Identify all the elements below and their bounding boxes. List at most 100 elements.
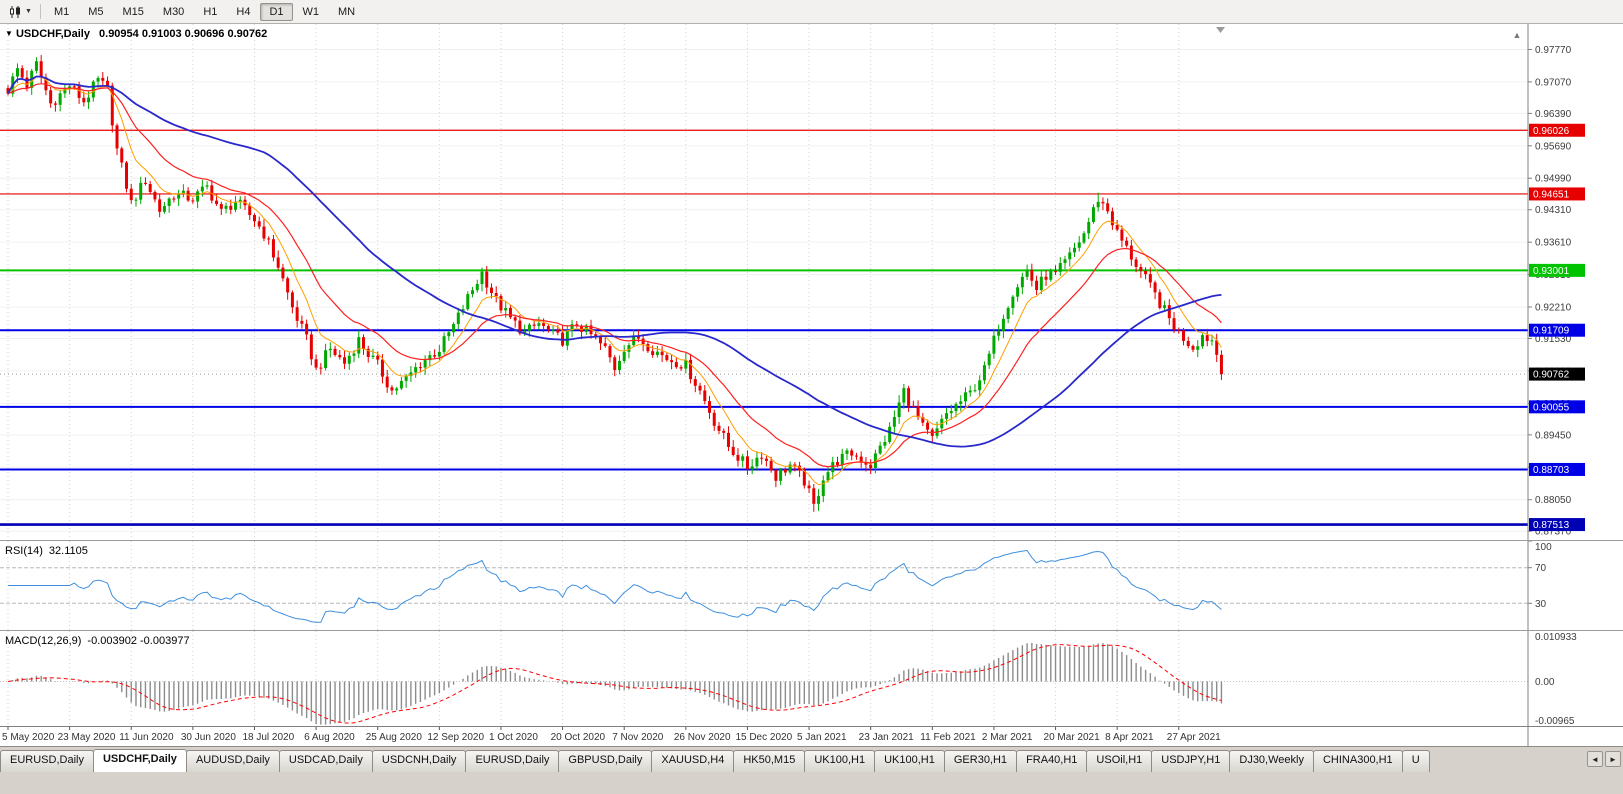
rsi-label: RSI(14) 32.1105 (5, 545, 88, 557)
timeframe-button-m30[interactable]: M30 (162, 5, 185, 18)
svg-text:23 Jan 2021: 23 Jan 2021 (859, 732, 914, 743)
timeframe-button-d1[interactable]: D1 (260, 2, 293, 21)
timeframe-button-m1[interactable]: M1 (53, 5, 70, 18)
collapse-triangle-icon[interactable]: ▼ (5, 29, 13, 38)
svg-text:20 Oct 2020: 20 Oct 2020 (551, 732, 606, 743)
pane-splitter (0, 726, 1623, 727)
svg-text:0.91530: 0.91530 (1535, 334, 1572, 345)
chart-tab-usdchf-daily[interactable]: USDCHF,Daily (92, 749, 187, 772)
chart-tab-row: EURUSD,Daily USDCHF,Daily AUDUSD,Daily USDC… (0, 748, 1583, 772)
svg-text:15 Dec 2020: 15 Dec 2020 (735, 732, 792, 743)
svg-text:0.92210: 0.92210 (1535, 303, 1572, 314)
svg-text:0.010933: 0.010933 (1535, 632, 1577, 643)
tab-scroll-right-button[interactable]: ► (1605, 751, 1621, 767)
svg-text:0.93610: 0.93610 (1535, 238, 1572, 249)
svg-text:100: 100 (1535, 542, 1552, 553)
macd-label: MACD(12,26,9) -0.003902 -0.003977 (5, 635, 190, 647)
chart-area: 0.97770 0.97070 0.96390 0.95690 0.94990 0.943… (0, 24, 1623, 746)
macd-name: MACD(12,26,9) (5, 635, 82, 647)
date-axis[interactable]: 5 May 2020 23 May 2020 11 Jun 2020 30 Jun 2… (0, 727, 1623, 746)
svg-text:0.94651: 0.94651 (1533, 189, 1570, 200)
chart-tab-usdcnh-daily[interactable]: USDCNH,Daily (371, 750, 467, 772)
svg-text:20 Mar 2021: 20 Mar 2021 (1044, 732, 1101, 743)
chart-tab-usdcad-daily[interactable]: USDCAD,Daily (278, 750, 373, 772)
chart-tab-uk100-h1[interactable]: UK100,H1 (874, 750, 945, 772)
main-price-chart[interactable]: 0.97770 0.97070 0.96390 0.95690 0.94990 0.943… (0, 24, 1623, 540)
timeframe-toolbar: ▼ M1 M5 M15 M30 H1 H4 D1 W1 MN (0, 0, 1623, 24)
svg-text:0.94990: 0.94990 (1535, 174, 1572, 185)
chart-scroll-marker-icon[interactable]: ▲ (1512, 30, 1522, 40)
chart-tab-gbpusd-daily[interactable]: GBPUSD,Daily (558, 750, 653, 772)
svg-text:0.91709: 0.91709 (1533, 326, 1570, 337)
macd-indicator-pane[interactable]: 0.010933 0.00 -0.00965 (0, 631, 1623, 726)
svg-text:2 Mar 2021: 2 Mar 2021 (982, 732, 1033, 743)
chart-tab-usoil-h1[interactable]: USOil,H1 (1086, 750, 1153, 772)
svg-text:0.87513: 0.87513 (1533, 520, 1570, 531)
svg-text:30 Jun 2020: 30 Jun 2020 (181, 732, 236, 743)
timeframe-button-m15[interactable]: M15 (122, 5, 144, 18)
svg-text:0.96026: 0.96026 (1533, 126, 1570, 137)
chart-title: ▼ USDCHF,Daily 0.90954 0.91003 0.90696 0… (5, 28, 267, 40)
svg-text:0.88050: 0.88050 (1535, 495, 1572, 506)
chart-tab-audusd-daily[interactable]: AUDUSD,Daily (185, 750, 280, 772)
svg-text:7 Nov 2020: 7 Nov 2020 (612, 732, 664, 743)
chart-tab-ger30-h1[interactable]: GER30,H1 (943, 750, 1018, 772)
pane-splitter[interactable] (0, 630, 1623, 631)
chart-type-candlestick-icon[interactable]: ▼ (4, 4, 36, 20)
svg-text:18 Jul 2020: 18 Jul 2020 (242, 732, 294, 743)
chart-tabs-bar: EURUSD,Daily USDCHF,Daily AUDUSD,Daily USDC… (0, 746, 1623, 794)
svg-text:0.94310: 0.94310 (1535, 205, 1572, 216)
chart-tab-eurusd-daily[interactable]: EURUSD,Daily (0, 750, 94, 772)
svg-text:0.90762: 0.90762 (1533, 370, 1570, 381)
chart-tab-hk50-m15[interactable]: HK50,M15 (733, 750, 806, 772)
svg-text:0.97770: 0.97770 (1535, 45, 1572, 56)
rsi-name: RSI(14) (5, 545, 43, 557)
chevron-down-icon: ▼ (25, 8, 32, 15)
chart-symbol-period: USDCHF,Daily (15, 28, 90, 40)
toolbar-separator (39, 4, 41, 19)
svg-text:23 May 2020: 23 May 2020 (58, 732, 116, 743)
chart-tab-china300-h1[interactable]: CHINA300,H1 (1312, 750, 1403, 772)
chart-tab-usdjpy-h1[interactable]: USDJPY,H1 (1151, 750, 1231, 772)
svg-text:0.93001: 0.93001 (1533, 266, 1570, 277)
chart-tab-fra40-h1[interactable]: FRA40,H1 (1016, 750, 1088, 772)
chart-tab-dj30-weekly[interactable]: DJ30,Weekly (1229, 750, 1314, 772)
pane-splitter[interactable] (0, 540, 1623, 541)
chart-ohlc-values: 0.90954 0.91003 0.90696 0.90762 (99, 28, 268, 40)
timeframe-button-h4[interactable]: H4 (236, 5, 251, 18)
rsi-value: 32.1105 (48, 545, 88, 557)
svg-text:0.97070: 0.97070 (1535, 77, 1572, 88)
tab-scroll-left-button[interactable]: ◄ (1587, 751, 1603, 767)
rsi-indicator-pane[interactable]: 100 70 30 (0, 541, 1623, 630)
chart-tab-xauusd-h4[interactable]: XAUUSD,H4 (651, 750, 735, 772)
chart-tab-u[interactable]: U (1401, 750, 1430, 772)
svg-text:26 Nov 2020: 26 Nov 2020 (674, 732, 731, 743)
timeframe-button-w1[interactable]: W1 (302, 5, 320, 18)
timeframe-button-mn[interactable]: MN (338, 5, 356, 18)
svg-text:1 Oct 2020: 1 Oct 2020 (489, 732, 538, 743)
svg-text:8 Apr 2021: 8 Apr 2021 (1105, 732, 1154, 743)
svg-text:5 Jan 2021: 5 Jan 2021 (797, 732, 847, 743)
svg-text:0.87370: 0.87370 (1535, 527, 1572, 538)
svg-text:25 Aug 2020: 25 Aug 2020 (366, 732, 423, 743)
svg-text:0.95690: 0.95690 (1535, 141, 1572, 152)
svg-text:0.88703: 0.88703 (1533, 465, 1570, 476)
svg-text:5 May 2020: 5 May 2020 (2, 732, 55, 743)
svg-text:0.96390: 0.96390 (1535, 109, 1572, 120)
tab-scroll-controls: ◄ ► (1587, 751, 1621, 767)
svg-text:70: 70 (1535, 563, 1547, 574)
svg-text:11 Feb 2021: 11 Feb 2021 (920, 732, 976, 743)
svg-text:0.89450: 0.89450 (1535, 430, 1572, 441)
svg-text:12 Sep 2020: 12 Sep 2020 (427, 732, 484, 743)
timeframe-button-m5[interactable]: M5 (88, 5, 104, 18)
svg-text:6 Aug 2020: 6 Aug 2020 (304, 732, 355, 743)
macd-values: -0.003902 -0.003977 (87, 635, 190, 647)
svg-text:30: 30 (1535, 599, 1547, 610)
svg-text:-0.00965: -0.00965 (1535, 716, 1575, 726)
timeframe-buttons: M1 M5 M15 M30 H1 H4 D1 W1 MN (45, 2, 364, 21)
svg-text:0.00: 0.00 (1535, 677, 1555, 688)
timeframe-button-h1[interactable]: H1 (203, 5, 218, 18)
chart-tab-uk100-h1[interactable]: UK100,H1 (804, 750, 876, 772)
chart-tab-eurusd-daily[interactable]: EURUSD,Daily (465, 750, 560, 772)
